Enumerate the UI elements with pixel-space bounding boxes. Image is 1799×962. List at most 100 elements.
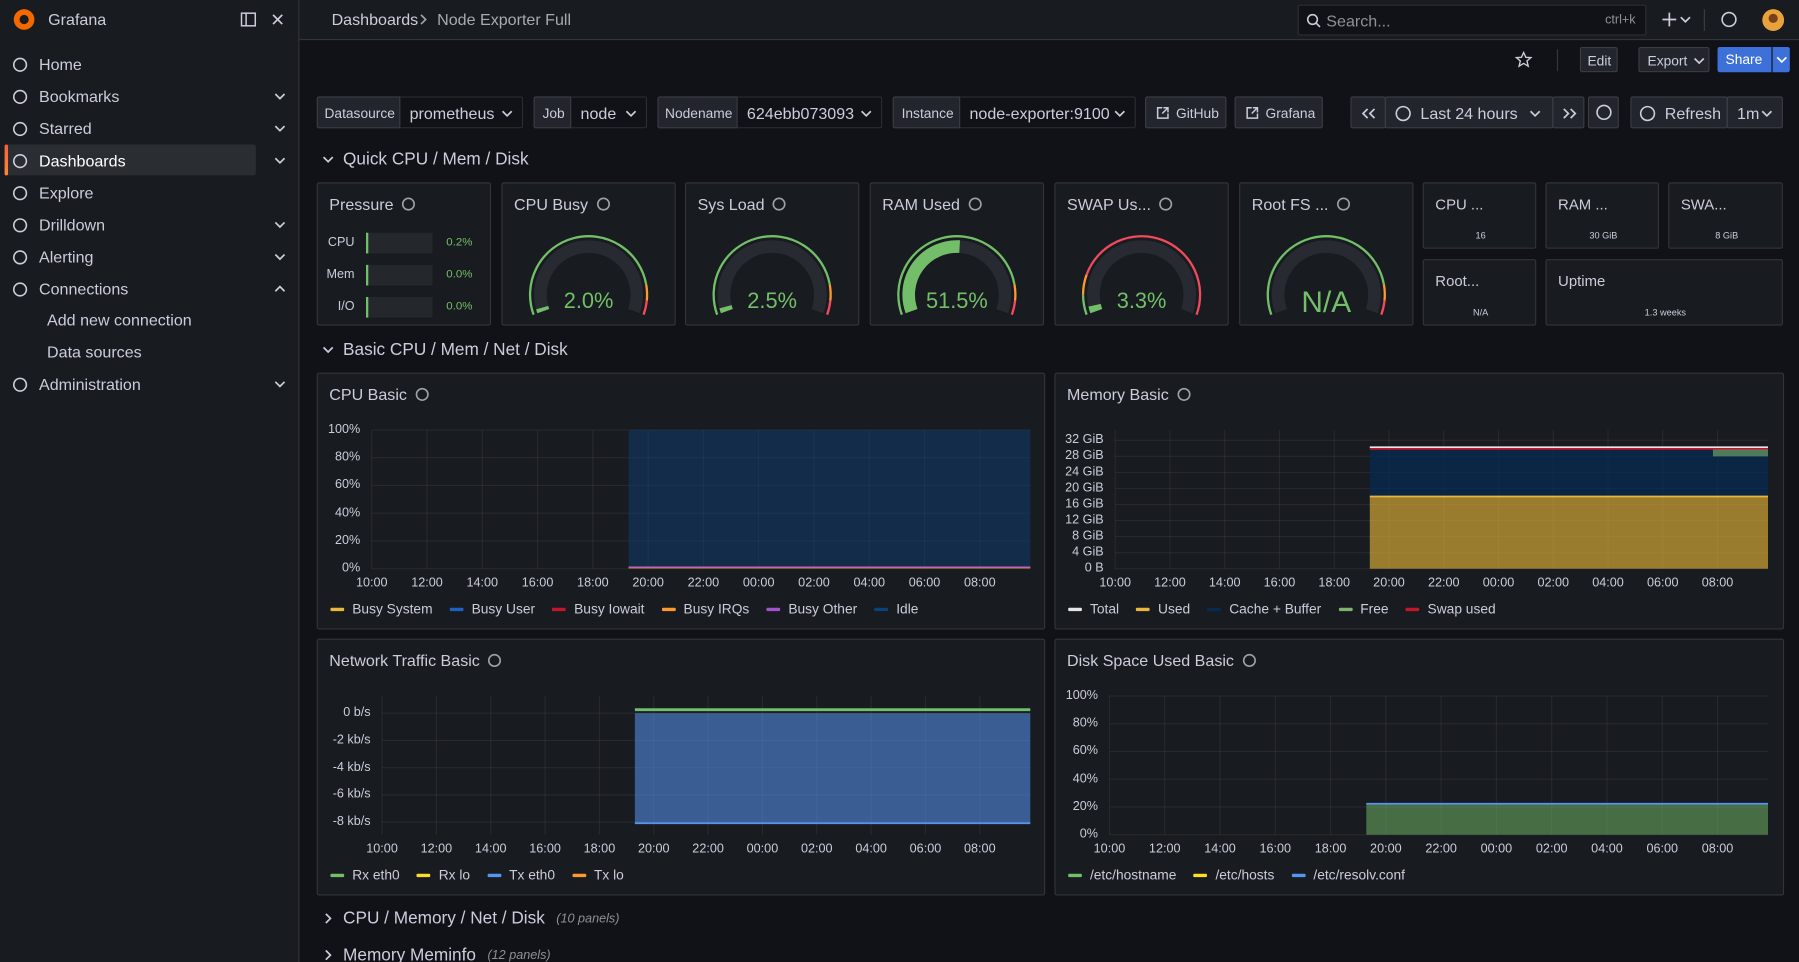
legend-swatch bbox=[1068, 873, 1082, 877]
gauge-value-label: 51.5% bbox=[925, 289, 988, 314]
gauge-threshold bbox=[1010, 300, 1017, 316]
breadcrumb-current: Node Exporter Full bbox=[437, 10, 572, 29]
x-tick-label: 02:00 bbox=[800, 842, 833, 856]
gauge-value-label: 2.5% bbox=[747, 289, 797, 314]
stat-panel: RAM ... 30 GiB bbox=[1545, 182, 1660, 249]
row-title: CPU / Memory / Net / Disk bbox=[343, 908, 545, 929]
link-button[interactable]: Grafana bbox=[1234, 96, 1323, 129]
x-tick-label: 22:00 bbox=[692, 842, 724, 856]
share-dropdown[interactable] bbox=[1772, 47, 1790, 73]
legend-item: /etc/resolv.conf bbox=[1291, 867, 1405, 883]
icon-circle bbox=[12, 57, 27, 72]
divider bbox=[1556, 49, 1559, 72]
nav-item: Dashboards bbox=[39, 151, 126, 170]
close-x bbox=[272, 14, 283, 25]
y-tick-label: 24 GiB bbox=[1065, 464, 1104, 479]
x-tick-label: 08:00 bbox=[964, 842, 996, 856]
legend-item: Tx eth0 bbox=[487, 867, 555, 883]
stat-panel: SWA... 8 GiB bbox=[1668, 182, 1783, 249]
gauge-threshold bbox=[528, 235, 648, 316]
time-forward[interactable] bbox=[1552, 96, 1585, 129]
variable-label-text: Job bbox=[542, 105, 565, 122]
icon-circle bbox=[12, 121, 27, 136]
legend-label: Busy Iowait bbox=[574, 600, 645, 617]
search-placeholder: Search... bbox=[1326, 11, 1391, 30]
gauge-threshold bbox=[897, 235, 1016, 316]
gauge-threshold bbox=[828, 284, 832, 301]
external-link-icon bbox=[1246, 107, 1259, 119]
panel: CPU Basic 10:00 12:00 14:00 16:00 18:00 20:00 2… bbox=[316, 372, 1046, 630]
x-tick-label: 12:00 bbox=[1154, 576, 1186, 590]
legend: Rx eth0 Rx lo Tx eth0 Tx lo bbox=[330, 866, 624, 884]
y-tick-label: 0 B bbox=[1084, 561, 1104, 576]
chevron-icon bbox=[1776, 56, 1787, 64]
icon bbox=[1159, 197, 1173, 211]
gauge-value-label: N/A bbox=[1301, 284, 1352, 319]
chevron bbox=[322, 156, 334, 163]
star-icon bbox=[1514, 50, 1533, 68]
stat-title: RAM ... bbox=[1558, 195, 1608, 213]
x-tick-label: 10:00 bbox=[1093, 842, 1126, 856]
chevron-icon bbox=[420, 14, 427, 25]
panel: CPU Busy 2.0% bbox=[501, 182, 676, 326]
variable-select[interactable]: node-exporter:9100 bbox=[960, 96, 1136, 129]
legend-item: Free bbox=[1338, 601, 1389, 617]
y-tick-label: 80% bbox=[1072, 716, 1098, 731]
icon-circle bbox=[12, 249, 27, 264]
brand-name: Grafana bbox=[48, 10, 107, 29]
variable-select[interactable]: prometheus bbox=[400, 96, 524, 129]
chevron bbox=[1529, 110, 1541, 118]
legend-swatch bbox=[1068, 607, 1082, 611]
legend-label: Total bbox=[1089, 600, 1120, 617]
variable-select[interactable]: node bbox=[571, 96, 648, 129]
chevron-icon bbox=[325, 913, 332, 924]
series-area bbox=[1712, 449, 1769, 457]
bar-track bbox=[365, 264, 433, 286]
legend-label: Busy User bbox=[471, 600, 536, 617]
icon-circle bbox=[12, 377, 27, 392]
gauge bbox=[897, 235, 1017, 316]
legend-item: /etc/hosts bbox=[1193, 867, 1274, 883]
icon-circle bbox=[596, 197, 610, 211]
x-tick-label: 06:00 bbox=[909, 842, 942, 856]
icon-circle bbox=[12, 153, 27, 168]
legend-label: Busy IRQs bbox=[683, 600, 750, 617]
nav-item: Administration bbox=[39, 374, 141, 394]
export-button[interactable]: Export bbox=[1638, 47, 1710, 73]
x-tick-label: 04:00 bbox=[1592, 576, 1624, 590]
grafana-logo bbox=[13, 9, 35, 30]
gauge-threshold bbox=[1266, 235, 1386, 316]
nav-item: Home bbox=[39, 55, 82, 74]
x-tick-label: 18:00 bbox=[577, 576, 609, 590]
time-back[interactable] bbox=[1350, 96, 1386, 129]
variable-select[interactable]: 624ebb073093 bbox=[737, 96, 883, 129]
gauge-threshold bbox=[826, 300, 832, 316]
panel-title: Network Traffic Basic bbox=[329, 651, 480, 670]
refresh-button[interactable]: Refresh bbox=[1630, 96, 1728, 129]
icon-circle bbox=[488, 653, 502, 667]
icon bbox=[1336, 197, 1350, 211]
button-label: Export bbox=[1647, 52, 1688, 69]
icon-circle bbox=[1159, 197, 1173, 211]
bar-label: CPU bbox=[327, 235, 355, 250]
chevron-icon bbox=[1570, 108, 1577, 119]
chevron bbox=[274, 93, 286, 100]
x-tick-label: 04:00 bbox=[1591, 842, 1623, 856]
icon-circle bbox=[12, 89, 27, 104]
link-button[interactable]: GitHub bbox=[1145, 96, 1227, 129]
zoom-out[interactable] bbox=[1587, 96, 1619, 129]
y-tick-label: 80% bbox=[334, 450, 361, 465]
share-button[interactable]: Share bbox=[1717, 47, 1772, 73]
icon bbox=[772, 197, 787, 211]
search-box[interactable]: Search... ctrl+k bbox=[1297, 4, 1647, 36]
refresh-interval[interactable]: 1m bbox=[1726, 96, 1783, 129]
bar-label: I/O bbox=[337, 299, 355, 314]
legend-item: /etc/hostname bbox=[1068, 867, 1176, 883]
x-tick-label: 16:00 bbox=[1259, 842, 1292, 856]
time-picker[interactable]: Last 24 hours bbox=[1384, 96, 1554, 129]
stat-title: Uptime bbox=[1558, 272, 1606, 290]
edit-button[interactable]: Edit bbox=[1579, 47, 1618, 73]
x-tick-label: 20:00 bbox=[637, 842, 670, 856]
dock-rect bbox=[240, 12, 257, 27]
chevron-icon bbox=[274, 381, 286, 388]
